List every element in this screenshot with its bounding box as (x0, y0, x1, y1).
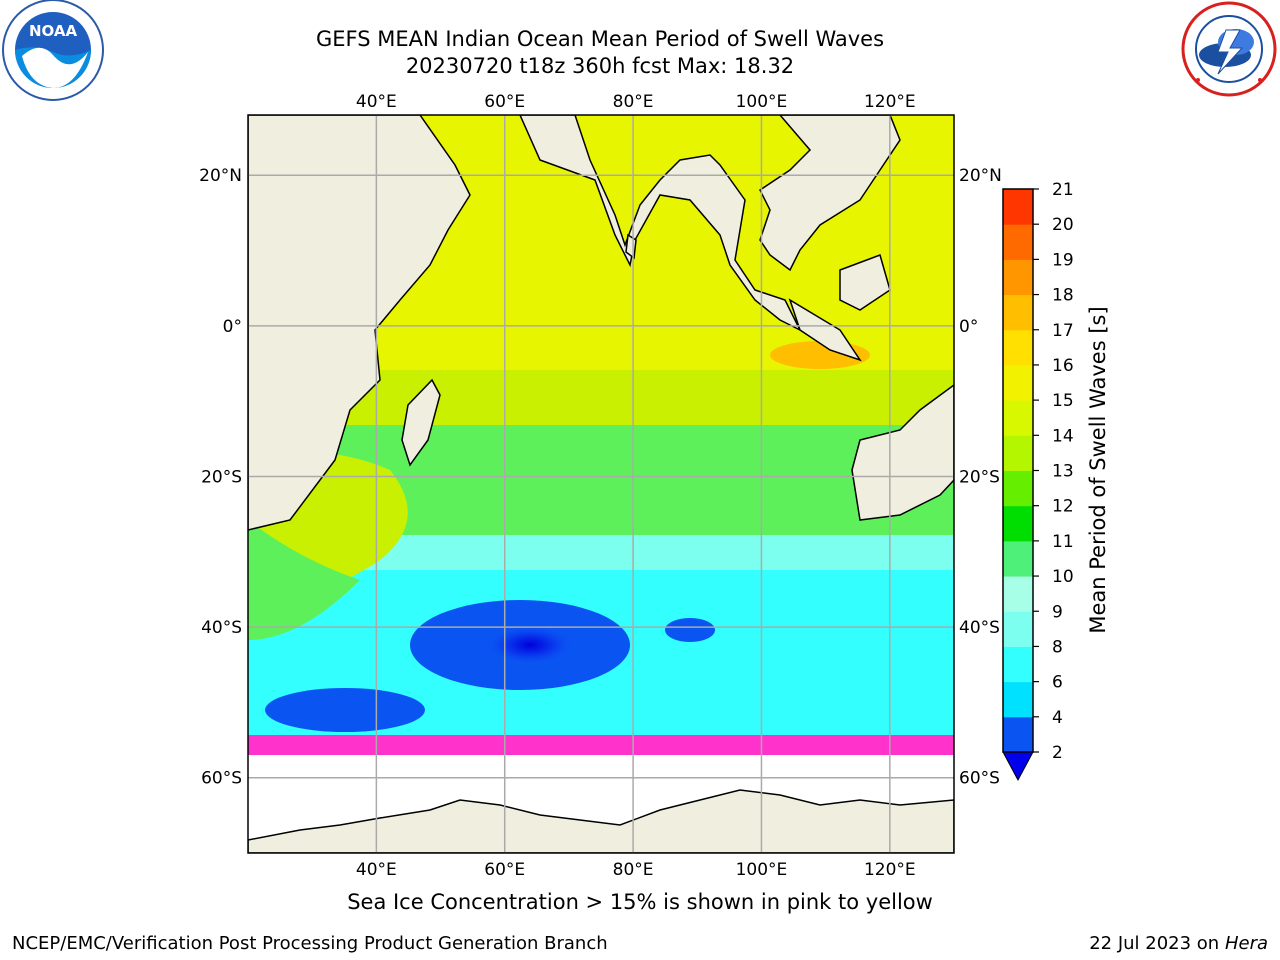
map-frame (247, 114, 955, 854)
lon-label-bottom: 120°E (864, 860, 916, 880)
chart-subtitle: 20230720 t18z 360h fcst Max: 18.32 (405, 54, 795, 78)
colorbar-segment (1003, 224, 1033, 260)
map-gridlines (248, 115, 954, 853)
colorbar-segment (1003, 576, 1033, 612)
colorbar-tick-label: 2 (1052, 743, 1063, 763)
short-period-east (665, 618, 715, 642)
land-australia (851, 384, 954, 521)
colorbar-segment (1003, 294, 1033, 331)
colorbar-segment (1003, 681, 1033, 718)
colorbar-tick-label: 21 (1052, 180, 1074, 200)
lon-label-top: 60°E (484, 92, 525, 112)
lat-label-right: 0° (959, 317, 978, 337)
footer-date: 22 Jul 2023 on Hera (1089, 933, 1268, 954)
colorbar-segment (1003, 189, 1033, 225)
land-masses (248, 115, 954, 853)
sea-ice-note: Sea Ice Concentration > 15% is shown in … (347, 890, 933, 914)
colorbar-tick-label: 12 (1052, 497, 1074, 517)
colorbar-tick-label: 13 (1052, 462, 1074, 482)
land-se-asia (759, 115, 901, 272)
colorbar-segment (1003, 329, 1033, 366)
colorbar-tick-label: 6 (1052, 673, 1063, 693)
colorbar-label: Mean Period of Swell Waves [s] (1086, 306, 1110, 634)
colorbar-segment (1003, 400, 1033, 436)
lon-label-bottom: 60°E (484, 860, 525, 880)
colorbar-segment (1003, 611, 1033, 647)
min-period-core (485, 625, 575, 665)
colorbar-segment (1003, 716, 1033, 753)
swell-band-west (248, 520, 360, 640)
colorbar-segment (1003, 435, 1033, 471)
colorbar-segment (1003, 505, 1033, 542)
nws-logo-icon (1181, 1, 1277, 97)
noaa-logo-icon: NOAA (2, 0, 104, 101)
short-period-southwest (265, 688, 425, 732)
lat-label-left: 20°S (201, 467, 242, 487)
footer-credit: NCEP/EMC/Verification Post Processing Pr… (12, 933, 608, 954)
land-madagascar (401, 378, 441, 467)
colorbar-tick-label: 8 (1052, 637, 1063, 657)
lat-label-left: 40°S (201, 618, 242, 638)
lon-label-bottom: 80°E (613, 860, 654, 880)
colorbar: 2 4 6 8 9 10 11 12 13 14 15 16 17 18 19 20 21 (1002, 180, 1074, 782)
map-tick-labels: 40°E 40°E 60°E 60°E 80°E 80°E 100°E 100°E 120°E 1… (199, 92, 1002, 880)
lon-label-top: 100°E (736, 92, 788, 112)
colorbar-tick-label: 18 (1052, 286, 1074, 306)
land-borneo (839, 254, 891, 311)
colorbar-tick-label: 19 (1052, 250, 1074, 270)
colorbar-tick-label: 9 (1052, 602, 1063, 622)
colorbar-extend-triangle (1002, 751, 1034, 782)
land-africa (248, 115, 471, 531)
colorbar-tick-label: 14 (1052, 426, 1074, 446)
colorbar-segment (1003, 259, 1033, 296)
colorbar-tick-label: 15 (1052, 391, 1074, 411)
lon-label-bottom: 100°E (736, 860, 788, 880)
lat-label-left: 20°N (199, 166, 242, 186)
lon-label-bottom: 40°E (356, 860, 397, 880)
lat-label-right: 20°S (959, 467, 1000, 487)
lon-label-top: 40°E (356, 92, 397, 112)
footer-machine: Hera (1224, 933, 1268, 954)
lat-label-right: 40°S (959, 618, 1000, 638)
colorbar-tick-label: 17 (1052, 321, 1074, 341)
noaa-logo-text: NOAA (29, 22, 78, 40)
colorbar-tick-label: 20 (1052, 215, 1074, 235)
footer-date-text: 22 Jul 2023 on (1089, 933, 1225, 954)
colorbar-segment (1003, 540, 1033, 577)
colorbar-segment (1003, 470, 1033, 507)
colorbar-tick-label: 11 (1052, 532, 1074, 552)
land-sumatra (788, 298, 862, 362)
colorbar-tick-label: 10 (1052, 567, 1074, 587)
lat-label-right: 20°N (959, 166, 1002, 186)
lat-label-left: 60°S (201, 769, 242, 789)
colorbar-segment (1003, 646, 1033, 683)
lat-label-right: 60°S (959, 769, 1000, 789)
wave-period-field (248, 115, 954, 853)
land-antarctica (248, 789, 954, 853)
lon-label-top: 120°E (864, 92, 916, 112)
colorbar-tick-label: 16 (1052, 356, 1074, 376)
colorbar-tick-label: 4 (1052, 708, 1063, 728)
lat-label-left: 0° (223, 317, 242, 337)
colorbar-segment (1003, 364, 1033, 401)
lon-label-top: 80°E (613, 92, 654, 112)
chart-title: GEFS MEAN Indian Ocean Mean Period of Sw… (315, 27, 885, 51)
